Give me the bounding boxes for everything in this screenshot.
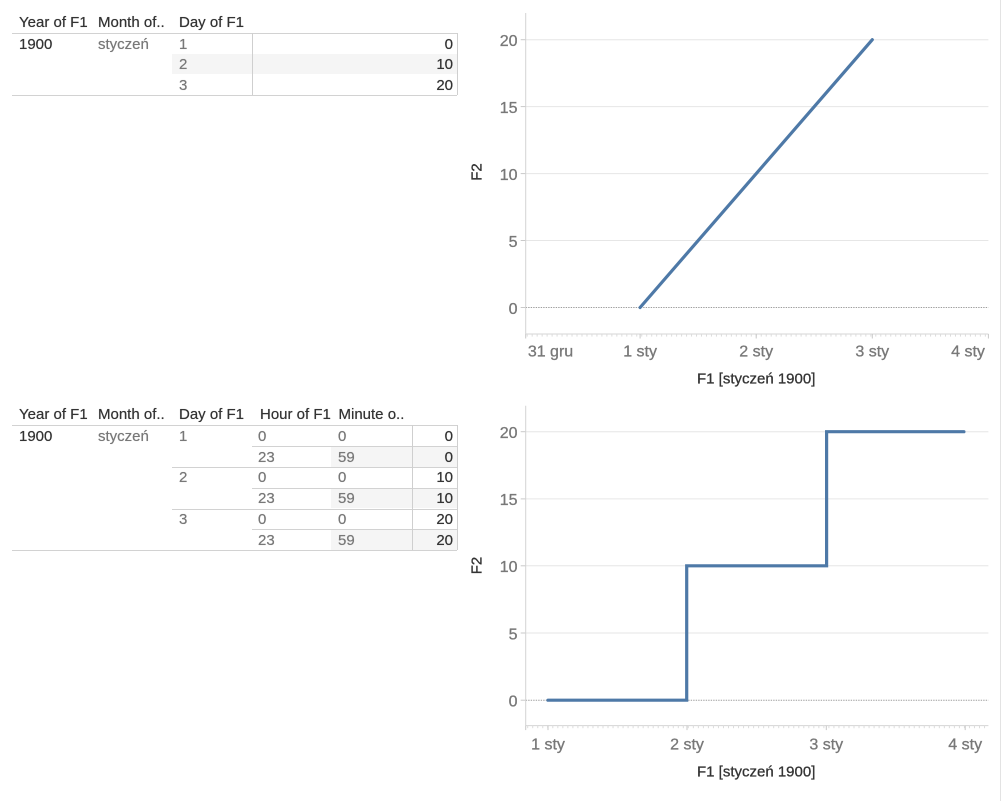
svg-text:5: 5 (509, 626, 518, 643)
svg-text:5: 5 (509, 234, 518, 251)
svg-text:31 gru: 31 gru (528, 344, 573, 361)
svg-text:10: 10 (500, 167, 518, 184)
svg-text:10: 10 (500, 559, 518, 576)
svg-text:15: 15 (500, 492, 518, 509)
svg-text:F2: F2 (469, 557, 486, 575)
svg-text:2 sty: 2 sty (670, 737, 704, 754)
svg-text:F1 [styczeń 1900]: F1 [styczeń 1900] (697, 370, 815, 387)
svg-text:0: 0 (509, 694, 518, 711)
svg-text:20: 20 (500, 425, 518, 442)
svg-text:1 sty: 1 sty (623, 344, 657, 361)
svg-text:0: 0 (509, 301, 518, 318)
svg-text:20: 20 (500, 33, 518, 50)
svg-text:1 sty: 1 sty (531, 737, 565, 754)
svg-text:4 sty: 4 sty (948, 737, 982, 754)
svg-text:3 sty: 3 sty (809, 737, 843, 754)
svg-text:F2: F2 (469, 163, 486, 181)
svg-text:3 sty: 3 sty (855, 344, 889, 361)
svg-text:4 sty: 4 sty (951, 344, 985, 361)
svg-text:2 sty: 2 sty (739, 344, 773, 361)
svg-text:15: 15 (500, 100, 518, 117)
svg-text:F1 [styczeń 1900]: F1 [styczeń 1900] (697, 763, 815, 780)
